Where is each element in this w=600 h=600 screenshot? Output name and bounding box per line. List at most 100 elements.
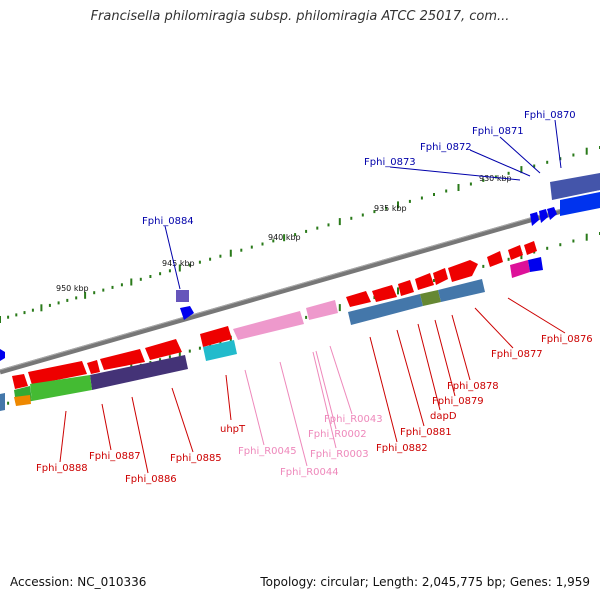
gene-label-fphi-0879[interactable]: Fphi_0879 — [432, 396, 484, 407]
tick-minor — [198, 346, 201, 350]
gene-arrow-fphi-0876[interactable] — [487, 251, 503, 267]
tick-minor — [111, 285, 114, 289]
gene-arrow-uhpt[interactable] — [200, 326, 232, 347]
tick-minor — [198, 260, 201, 264]
tick-minor — [533, 164, 536, 168]
tick-minor — [57, 301, 60, 305]
category-block-0[interactable] — [550, 173, 600, 200]
gene-arrow-dapd[interactable] — [398, 280, 414, 296]
gene-arrow-fphi-0872[interactable] — [530, 212, 539, 226]
kbp-label-945: 945 kbp — [162, 259, 195, 268]
gene-label-fphi-0887[interactable]: Fphi_0887 — [89, 451, 141, 462]
category-block-11[interactable] — [0, 393, 5, 411]
gene-arrow-fphi-r0044[interactable] — [233, 311, 304, 340]
gene-arrow-fphi-0884[interactable] — [180, 306, 194, 320]
tick-minor — [66, 298, 69, 302]
gene-arrow-fphi-0886[interactable] — [100, 349, 145, 370]
gene-arrow-fphi-0881[interactable] — [372, 285, 397, 302]
gene-arrow-fphi-0879[interactable] — [415, 273, 434, 290]
tick-minor — [168, 269, 171, 273]
category-band-track — [0, 173, 600, 411]
gene-arrow-small-c[interactable] — [524, 241, 537, 255]
category-block-4[interactable] — [510, 260, 530, 278]
gene-arrow-small-d[interactable] — [12, 374, 28, 389]
gene-label-fphi-r0043[interactable]: Fphi_R0043 — [324, 414, 383, 425]
tick-minor — [240, 248, 243, 252]
kbp-label-940: 940 kbp — [268, 233, 301, 242]
tick-minor — [316, 226, 319, 230]
gene-arrow-fphi-0882[interactable] — [346, 291, 371, 307]
tick-minor — [31, 308, 34, 312]
tick-major — [520, 166, 523, 174]
gene-label-fphi-0871[interactable]: Fphi_0871 — [472, 126, 524, 137]
genome-summary-text: Topology: circular; Length: 2,045,775 bp… — [260, 575, 590, 589]
gene-label-fphi-0870[interactable]: Fphi_0870 — [524, 110, 576, 121]
gene-label-fphi-0873[interactable]: Fphi_0873 — [364, 157, 416, 168]
tick-minor — [120, 283, 123, 287]
gene-arrow-fphi-r0043[interactable] — [306, 300, 338, 320]
gene-arrow-small-a[interactable] — [547, 207, 557, 220]
tick-minor — [546, 160, 549, 164]
tick-minor — [7, 401, 10, 405]
gene-arrow-fphi-0877[interactable] — [448, 260, 478, 282]
tick-minor — [159, 358, 162, 362]
tick-minor — [572, 239, 575, 243]
genome-backbone — [0, 197, 600, 375]
tick-major — [457, 184, 460, 191]
category-block-6[interactable] — [203, 340, 237, 361]
accession-text: Accession: NC_010336 — [10, 575, 147, 589]
gene-label-fphi-r0003[interactable]: Fphi_R0003 — [310, 449, 369, 460]
gene-arrow-edge-blue[interactable] — [0, 349, 5, 361]
gene-arrow-fphi-0871[interactable] — [560, 192, 600, 216]
gene-label-fphi-0888[interactable]: Fphi_0888 — [36, 463, 88, 474]
tick-minor — [408, 199, 411, 203]
tick-minor — [482, 264, 485, 268]
genome-backbone-highlight — [0, 197, 600, 371]
category-block-8[interactable] — [30, 375, 92, 401]
gene-label-fphi-0872[interactable]: Fphi_0872 — [420, 142, 472, 153]
category-block-7[interactable] — [90, 355, 188, 390]
category-block-5[interactable] — [528, 257, 543, 272]
gene-arrow-small-b[interactable] — [508, 245, 523, 260]
gene-label-group: Fphi_0870 Fphi_0871 Fphi_0872 Fphi_0873 … — [36, 110, 593, 485]
gene-label-fphi-r0044[interactable]: Fphi_R0044 — [280, 467, 339, 478]
tick-minor — [445, 189, 448, 193]
tick-minor — [469, 182, 472, 186]
gene-arrow-fphi-0888[interactable] — [28, 361, 87, 385]
gene-label-dapd[interactable]: dapD — [430, 411, 457, 422]
gene-label-fphi-0884[interactable]: Fphi_0884 — [142, 216, 194, 227]
tick-major — [585, 147, 588, 155]
gene-label-fphi-0881[interactable]: Fphi_0881 — [400, 427, 452, 438]
tick-minor — [507, 171, 510, 175]
tick-minor — [572, 153, 575, 157]
tick-minor — [494, 175, 497, 179]
tick-minor — [219, 340, 222, 344]
gene-block-fphi-0884[interactable] — [176, 290, 189, 302]
tick-minor — [294, 233, 297, 237]
tick-minor — [433, 193, 435, 196]
category-block-1[interactable] — [348, 294, 423, 325]
tick-minor — [149, 275, 152, 278]
gene-label-fphi-0886[interactable]: Fphi_0886 — [125, 474, 177, 485]
gene-arrow-fphi-0878[interactable] — [433, 268, 448, 285]
category-block-2[interactable] — [420, 290, 441, 306]
gene-label-fphi-0885[interactable]: Fphi_0885 — [170, 453, 222, 464]
gene-label-fphi-0882[interactable]: Fphi_0882 — [376, 443, 428, 454]
gene-label-fphi-r0045[interactable]: Fphi_R0045 — [238, 446, 297, 457]
gene-label-fphi-r0002[interactable]: Fphi_R0002 — [308, 429, 367, 440]
category-block-3[interactable] — [438, 279, 485, 302]
leader-lines — [59, 119, 566, 474]
tick-minor — [305, 315, 308, 319]
gene-label-fphi-0876[interactable]: Fphi_0876 — [541, 334, 593, 345]
gene-arrow-fphi-0873[interactable] — [539, 209, 548, 223]
gene-label-uhpt[interactable]: uhpT — [220, 424, 246, 435]
tick-major — [40, 304, 43, 312]
gene-label-fphi-0878[interactable]: Fphi_0878 — [447, 381, 499, 392]
gene-label-fphi-0877[interactable]: Fphi_0877 — [491, 349, 543, 360]
tick-minor — [250, 245, 253, 249]
tick-minor — [327, 223, 330, 227]
category-block-10[interactable] — [14, 395, 31, 406]
gene-arrow-fphi-0885[interactable] — [145, 339, 182, 360]
tick-minor — [23, 311, 26, 315]
gene-arrow-fphi-0887[interactable] — [87, 360, 100, 374]
